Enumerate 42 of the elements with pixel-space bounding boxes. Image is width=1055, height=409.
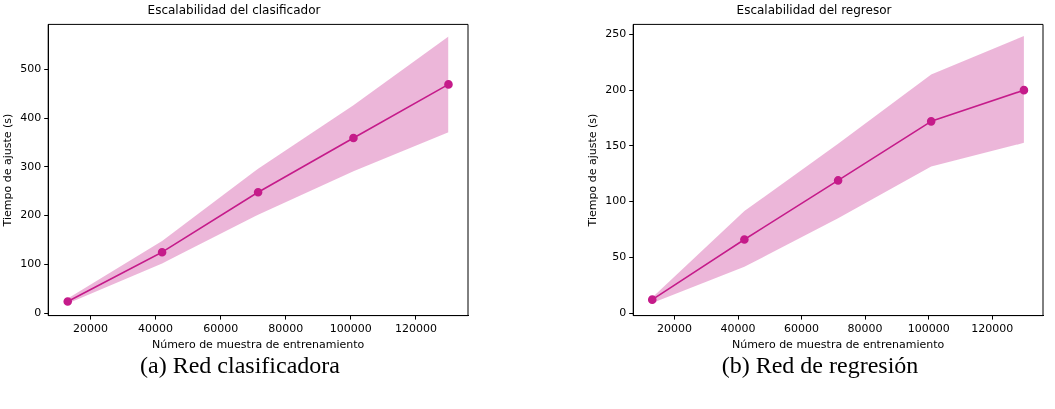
x-tick-label: 80000 [847,322,883,336]
x-tick-label: 80000 [268,322,304,336]
x-axis-title: Número de muestra de entrenamiento [731,338,945,352]
y-axis-title: Tiempo de ajuste (s) [586,113,600,228]
text: (b) Red de regresión [720,352,920,379]
x-tick-label: 120000 [971,322,1014,336]
x-tick-label: 40000 [720,322,756,336]
point [1019,85,1029,95]
chart-title: Escalabilidad del regresor [736,3,892,18]
point [647,295,657,304]
y-tick-label: 100 [20,257,42,271]
y-axis-title: Tiempo de ajuste (s) [1,113,15,228]
y-tick-label: 0 [619,305,627,319]
y-tick-label: 150 [605,138,627,152]
x-tick-label: 60000 [784,322,820,336]
point [444,80,453,89]
y-tick-label: 300 [20,159,42,173]
point [740,235,749,244]
y-tick-label: 250 [605,27,627,41]
x-tick-label: 20000 [73,322,108,336]
y-tick-label: 200 [605,83,627,97]
x-axis-title: Número de muestra de entrenamiento [151,338,365,352]
x-tick-label: 60000 [203,322,239,336]
point [349,133,358,143]
y-tick-label: 400 [20,110,42,124]
x-tick-label: 20000 [656,322,692,336]
chart-title: Escalabilidad del clasificador [147,3,321,18]
y-tick-label: 0 [34,306,42,320]
x-tick-label: 120000 [394,322,437,336]
x-tick-label: 100000 [329,322,372,336]
point [926,117,936,126]
point [833,176,843,185]
point [253,187,263,197]
y-tick-label: 200 [20,208,42,222]
y-tick-label: 500 [20,62,42,76]
text: (a) Red clasificadora [139,352,341,379]
point [157,247,167,257]
x-tick-label: 100000 [907,322,950,336]
y-tick-label: 50 [612,250,627,264]
y-tick-label: 100 [605,194,627,208]
point [63,297,73,306]
x-tick-label: 40000 [138,322,174,336]
